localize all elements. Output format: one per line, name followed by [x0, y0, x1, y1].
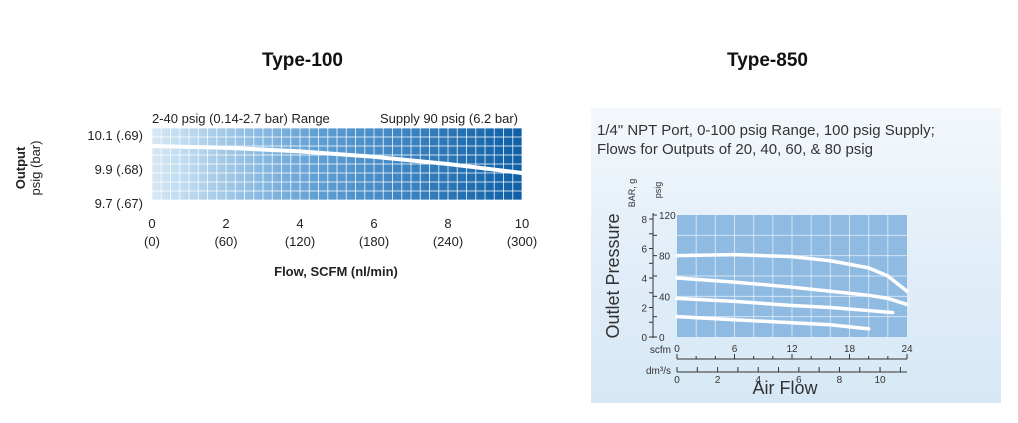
caption-line-2: Flows for Outputs of 20, 40, 60, & 80 ps…	[597, 141, 873, 158]
x-tick-sublabel: (0)	[144, 234, 160, 249]
y-tick-label-bar: 2	[641, 304, 647, 315]
x-tick-label: 6	[370, 216, 377, 231]
x-axis-ticks: 0 6 12 18 240 2 4 6 8 10	[674, 344, 913, 386]
x-tick-label-dm3s: 10	[874, 375, 886, 386]
header-left: 2-40 psig (0.14-2.7 bar) Range	[152, 111, 330, 126]
series-line-80-psig	[675, 252, 909, 293]
y-axis-label: Output	[13, 146, 28, 189]
x-tick-sublabel: (300)	[507, 234, 537, 249]
y-tick-label: 10.1 (.69)	[87, 128, 143, 143]
y-tick-label-psig: 80	[659, 252, 671, 263]
x-unit-scfm: scfm	[650, 345, 671, 356]
grid	[677, 215, 907, 337]
y-axis-label: Outlet Pressure	[603, 213, 623, 338]
x-tick-label-scfm: 6	[732, 344, 738, 355]
x-unit-dm3s: dm³/s	[646, 366, 671, 377]
x-tick-label-scfm: 0	[674, 344, 680, 355]
x-tick-label: 10	[515, 216, 529, 231]
x-tick-label-scfm: 24	[901, 344, 913, 355]
type-100-chart: 2-40 psig (0.14-2.7 bar) Range Supply 90…	[13, 111, 537, 279]
x-tick-sublabel: (120)	[285, 234, 315, 249]
series-line-40-psig	[675, 296, 895, 315]
y-tick-label-bar: 0	[641, 333, 647, 344]
x-tick-label-scfm: 12	[786, 344, 798, 355]
y-tick-label-psig: 0	[659, 333, 665, 344]
type-100-title: Type-100	[262, 50, 343, 71]
x-tick-sublabel: (60)	[214, 234, 237, 249]
y-unit-bar: BAR, g	[627, 179, 637, 208]
y-tick-label-bar: 4	[641, 274, 647, 285]
x-tick-label-dm3s: 6	[796, 375, 802, 386]
y-tick-label-psig: 40	[659, 292, 671, 303]
series-line-60-psig	[675, 276, 909, 307]
y-tick-label: 9.7 (.67)	[95, 196, 143, 211]
x-tick-label-dm3s: 8	[837, 375, 843, 386]
type-850-chart: 1/4" NPT Port, 0-100 psig Range, 100 psi…	[591, 108, 1001, 403]
x-tick-label-dm3s: 0	[674, 375, 680, 386]
series-lines	[675, 252, 909, 331]
x-tick-label-dm3s: 2	[715, 375, 721, 386]
y-tick-label-bar: 8	[641, 215, 647, 226]
y-tick-label: 9.9 (.68)	[95, 162, 143, 177]
header-right: Supply 90 psig (6.2 bar)	[380, 111, 518, 126]
y-tick-label-bar: 6	[641, 245, 647, 256]
y-tick-label-psig: 120	[659, 211, 676, 222]
y-unit-psig: psig	[653, 182, 663, 199]
y-axis-sublabel: psig (bar)	[28, 141, 43, 196]
x-tick-label-dm3s: 4	[755, 375, 761, 386]
x-tick-sublabel: (180)	[359, 234, 389, 249]
x-axis-label: Air Flow	[752, 378, 818, 398]
series-line-20-psig	[675, 314, 871, 331]
grid	[151, 127, 523, 201]
type-850-title: Type-850	[727, 50, 808, 71]
y-axis-ticks: 0 40 80 120 0 2 4 6 8	[641, 211, 676, 344]
x-tick-label: 4	[296, 216, 303, 231]
x-tick-label: 0	[148, 216, 155, 231]
caption-line-1: 1/4" NPT Port, 0-100 psig Range, 100 psi…	[597, 122, 935, 139]
x-axis-label: Flow, SCFM (nl/min)	[274, 264, 398, 279]
series-lines	[150, 144, 524, 175]
x-tick-sublabel: (240)	[433, 234, 463, 249]
x-tick-label-scfm: 18	[844, 344, 856, 355]
x-tick-label: 2	[222, 216, 229, 231]
x-tick-label: 8	[444, 216, 451, 231]
series-line-output	[150, 144, 524, 175]
